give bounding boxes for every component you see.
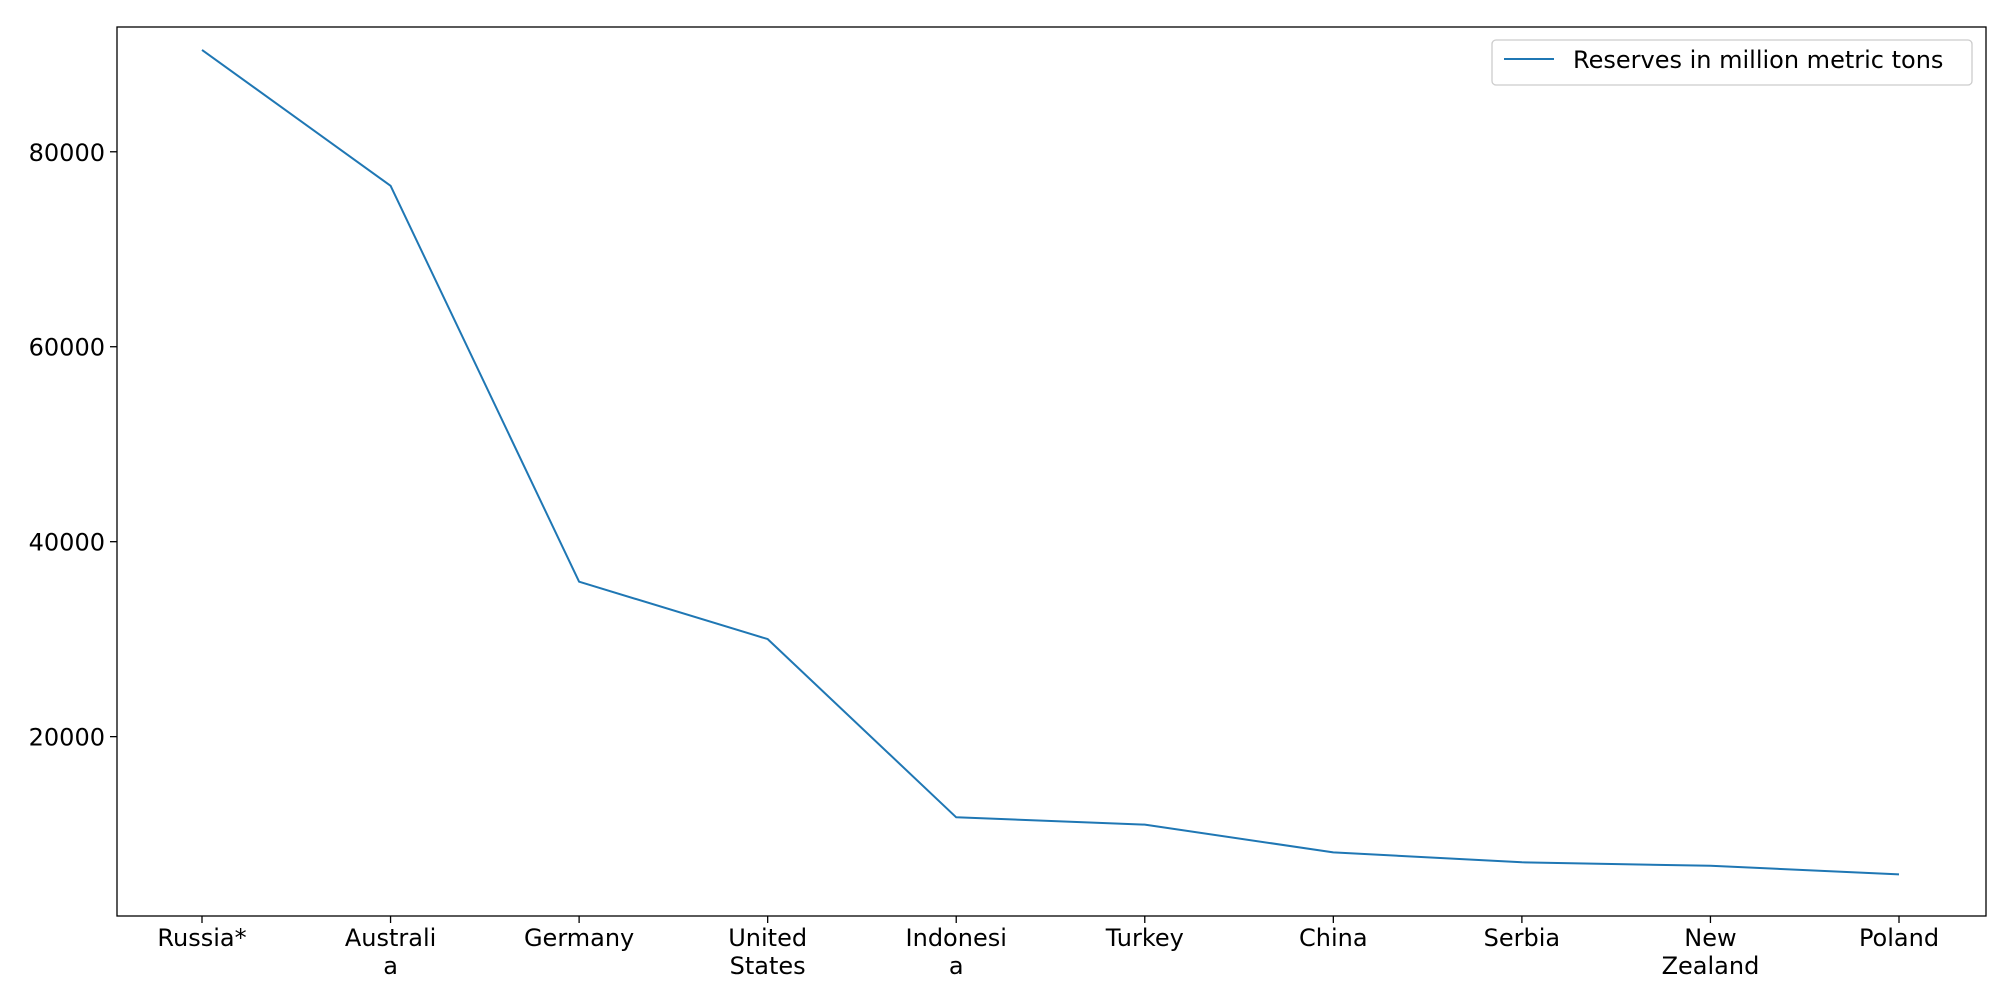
plot-marks bbox=[201, 49, 1900, 876]
x-tick-label-line: Indonesi bbox=[906, 924, 1007, 952]
x-tick-label-line: a bbox=[383, 952, 398, 980]
x-tick-label: New Zealand bbox=[1662, 924, 1760, 980]
x-tick-label-line: States bbox=[730, 952, 806, 980]
x-tick-label-line: United bbox=[728, 924, 807, 952]
y-tick-label: 40000 bbox=[29, 529, 105, 557]
legend: Reserves in million metric tons bbox=[1491, 39, 1973, 86]
y-tick-label: 60000 bbox=[29, 334, 105, 362]
x-tick-label-line: New bbox=[1684, 924, 1736, 952]
x-tick-label: China bbox=[1299, 924, 1368, 952]
x-tick-label: Australi a bbox=[345, 924, 436, 980]
x-tick-label: Serbia bbox=[1484, 924, 1560, 952]
y-tick-label: 20000 bbox=[29, 724, 105, 752]
x-tick-label: Indonesi a bbox=[906, 924, 1007, 980]
x-tick-label: United States bbox=[728, 924, 807, 980]
x-tick-label: Turkey bbox=[1105, 924, 1184, 952]
x-tick-label: Russia* bbox=[157, 924, 246, 952]
x-tick-label: Germany bbox=[524, 924, 634, 952]
x-tick-label-line: Australi bbox=[345, 924, 436, 952]
y-tick-label: 80000 bbox=[29, 139, 105, 167]
x-tick-label-line: Russia* bbox=[157, 924, 246, 952]
legend-label: Reserves in million metric tons bbox=[1573, 46, 1943, 74]
series-line-0 bbox=[201, 49, 1900, 876]
x-tick-label-line: Poland bbox=[1859, 924, 1939, 952]
x-tick-label: Poland bbox=[1859, 924, 1939, 952]
x-tick-label-line: Germany bbox=[524, 924, 634, 952]
x-tick-label-line: a bbox=[949, 952, 964, 980]
x-tick-label-line: China bbox=[1299, 924, 1368, 952]
y-axis: 20000 40000 60000 80000 bbox=[29, 139, 117, 752]
legend-frame bbox=[1491, 39, 1973, 86]
x-tick-label-line: Turkey bbox=[1105, 924, 1184, 952]
x-tick-label-line: Zealand bbox=[1662, 952, 1760, 980]
x-tick-label-line: Serbia bbox=[1484, 924, 1560, 952]
plot-frame bbox=[116, 26, 1987, 917]
